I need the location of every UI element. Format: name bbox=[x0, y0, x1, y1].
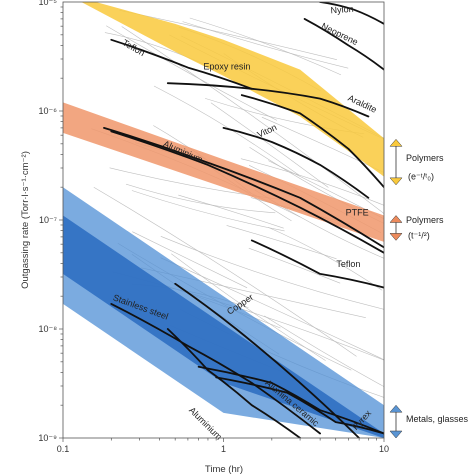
y-axis-ticks: 10⁻⁵ 10⁻⁶ 10⁻⁷ 10⁻⁸ 10⁻⁹ bbox=[38, 0, 63, 443]
background-line bbox=[268, 227, 383, 291]
background-line bbox=[178, 194, 284, 229]
legend-arrow-up bbox=[389, 138, 403, 147]
x-axis-ticks: 0.1 1 10 bbox=[57, 438, 389, 454]
background-line bbox=[210, 102, 329, 188]
x-tick-label: 10 bbox=[379, 444, 389, 454]
material-label-araldite: Araldite bbox=[346, 93, 378, 115]
background-line bbox=[132, 231, 248, 289]
series-line-araldite bbox=[240, 94, 384, 189]
series-line-stainless-steel bbox=[110, 303, 321, 435]
background-line bbox=[248, 247, 341, 284]
series-line-neoprene bbox=[303, 18, 384, 71]
material-label-neoprene: Neoprene bbox=[320, 21, 360, 47]
material-label-epoxy-resin: Epoxy resin bbox=[203, 62, 250, 72]
background-line bbox=[171, 253, 326, 361]
legend-label: Polymers bbox=[406, 153, 444, 163]
material-label-teflon: Teflon bbox=[336, 259, 360, 269]
y-tick-label: 10⁻⁹ bbox=[38, 433, 57, 443]
background-line bbox=[189, 17, 342, 76]
background-line bbox=[121, 26, 384, 214]
series-line-viton bbox=[222, 127, 370, 199]
legend-arrow-down bbox=[389, 177, 403, 186]
background-line bbox=[160, 257, 384, 360]
background-line bbox=[131, 190, 285, 232]
band-metals-outer bbox=[63, 187, 384, 438]
material-series bbox=[103, 2, 384, 438]
series-line-aluminium bbox=[166, 328, 301, 438]
legend-arrow-down bbox=[389, 233, 403, 241]
series-line-copper bbox=[174, 282, 360, 438]
legend-arrow-down bbox=[389, 430, 403, 439]
x-tick-label: 1 bbox=[221, 444, 226, 454]
series-line-epoxy-resin bbox=[166, 82, 370, 118]
y-tick-label: 10⁻⁶ bbox=[39, 106, 58, 116]
background-line bbox=[240, 158, 384, 206]
y-tick-label: 10⁻⁵ bbox=[39, 0, 58, 7]
band-metals-inner bbox=[63, 215, 384, 438]
x-axis-title: Time (hr) bbox=[205, 464, 243, 474]
band-polymers-exp bbox=[81, 2, 384, 177]
y-tick-label: 10⁻⁷ bbox=[39, 215, 57, 225]
x-tick-label: 0.1 bbox=[57, 444, 70, 454]
background-line bbox=[153, 85, 300, 176]
legend: Polymers (e⁻ᵗ/ᵗ₀) Polymers (t⁻¹/²) Metals, g… bbox=[389, 138, 469, 439]
material-label-nylon: Nylon bbox=[330, 4, 354, 16]
legend-label: Polymers bbox=[406, 215, 444, 225]
material-label-aluminium: Aluminium bbox=[187, 405, 224, 442]
legend-formula: (e⁻ᵗ/ᵗ₀) bbox=[408, 172, 434, 182]
series-line-pyrex bbox=[215, 376, 384, 435]
legend-arrow-up bbox=[389, 404, 403, 413]
series-line-nylon bbox=[319, 2, 384, 25]
background-line bbox=[160, 236, 384, 310]
y-tick-label: 10⁻⁸ bbox=[38, 324, 57, 334]
material-label-ptfe: PTFE bbox=[346, 208, 369, 218]
y-axis-title: Outgassing rate (Torr·l·s⁻¹·cm⁻²) bbox=[20, 151, 31, 289]
series-line-aluminium bbox=[103, 127, 384, 249]
background-line bbox=[264, 315, 384, 387]
series-line-alumina-ceramic bbox=[197, 365, 384, 435]
series-line-teflon bbox=[110, 38, 253, 90]
legend-arrow-up bbox=[389, 215, 403, 223]
background-line bbox=[182, 21, 349, 69]
series-line-teflon bbox=[250, 239, 384, 289]
background-line bbox=[93, 186, 357, 357]
legend-formula: (t⁻¹/²) bbox=[408, 231, 430, 241]
series-line-ptfe bbox=[110, 130, 384, 254]
legend-label: Metals, glasses bbox=[406, 414, 469, 424]
material-label-viton: Viton bbox=[256, 122, 279, 140]
background-line bbox=[125, 183, 276, 214]
